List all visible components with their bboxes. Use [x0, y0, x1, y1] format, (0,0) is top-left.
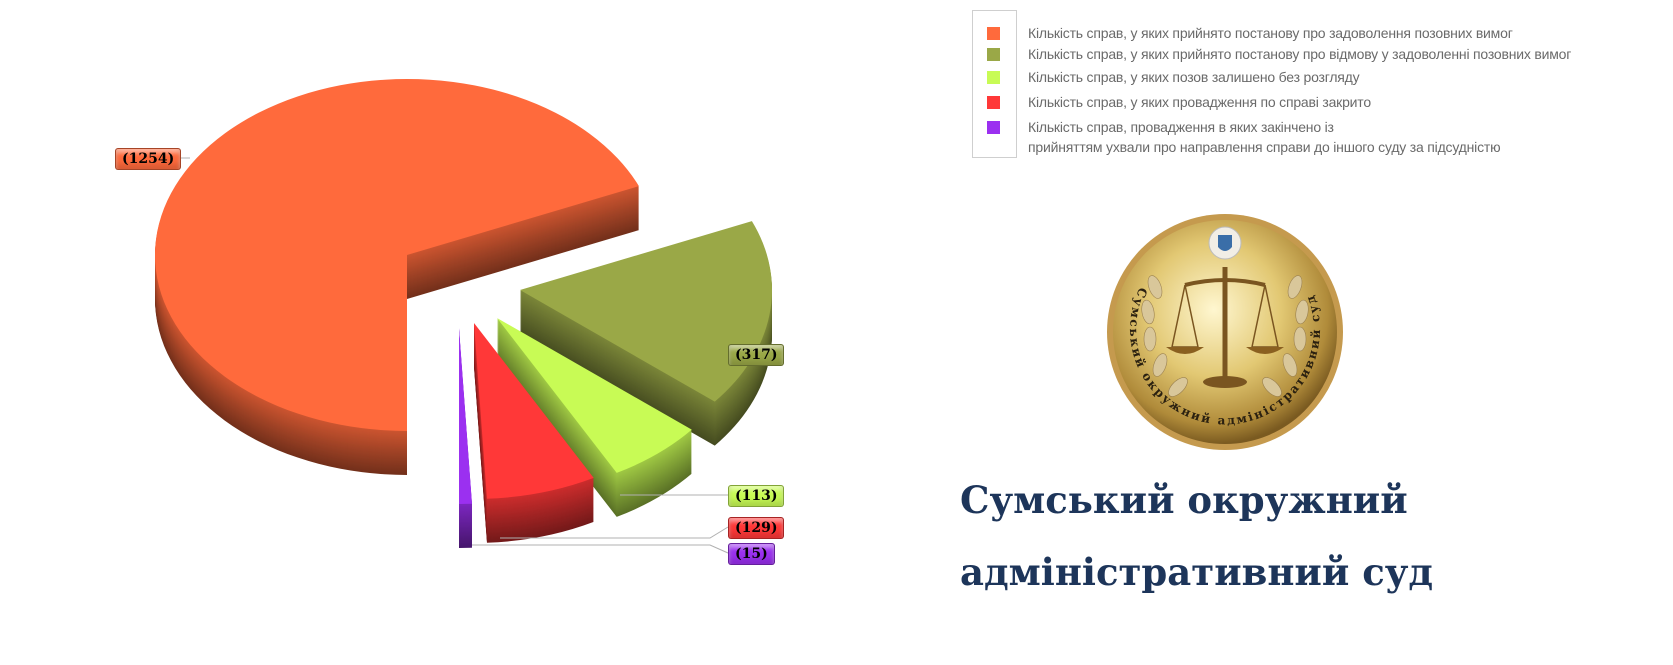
legend-label: Кількість справ, у яких прийнято постано… [1028, 46, 1572, 62]
legend-swatch [987, 71, 1000, 84]
legend-label: Кількість справ, у яких провадження по с… [1028, 94, 1371, 110]
data-label: (113) [728, 485, 785, 507]
legend-label: Кількість справ, провадження в яких закі… [1028, 119, 1334, 135]
court-seal-logo: Сумський окружний адміністративний суд [1107, 214, 1343, 450]
leader-line [500, 526, 729, 539]
data-label: (1254) [115, 148, 182, 170]
pie-slice-top [474, 323, 594, 499]
court-title-line1: Сумський окружний [960, 478, 1408, 522]
pie-slice-3 [497, 318, 692, 517]
data-label: (317) [728, 344, 785, 366]
court-title-line2: адміністративний суд [960, 550, 1434, 594]
legend-label: Кількість справ, у яких позов залишено б… [1028, 69, 1360, 85]
pie-slice-1 [155, 79, 639, 476]
leader-line [472, 544, 729, 554]
pie-slice-4 [474, 323, 594, 543]
pie-slice-top [520, 221, 773, 402]
legend-swatch [987, 48, 1000, 61]
data-label: (129) [728, 517, 785, 539]
legend-swatch [987, 27, 1000, 40]
pie-slice-top [459, 328, 472, 504]
data-label: (15) [728, 543, 775, 565]
pie-chart [155, 79, 773, 554]
pie-slice-2 [520, 221, 773, 446]
legend-swatch [987, 96, 1000, 109]
legend-swatch [987, 121, 1000, 134]
pie-slice-5 [459, 328, 472, 548]
legend-box [972, 10, 1017, 158]
pie-slice-top [155, 79, 639, 432]
pie-slice-top [497, 318, 692, 473]
legend-label: Кількість справ, у яких прийнято постано… [1028, 25, 1513, 41]
legend-label: прийняттям ухвали про направлення справи… [1028, 139, 1501, 155]
